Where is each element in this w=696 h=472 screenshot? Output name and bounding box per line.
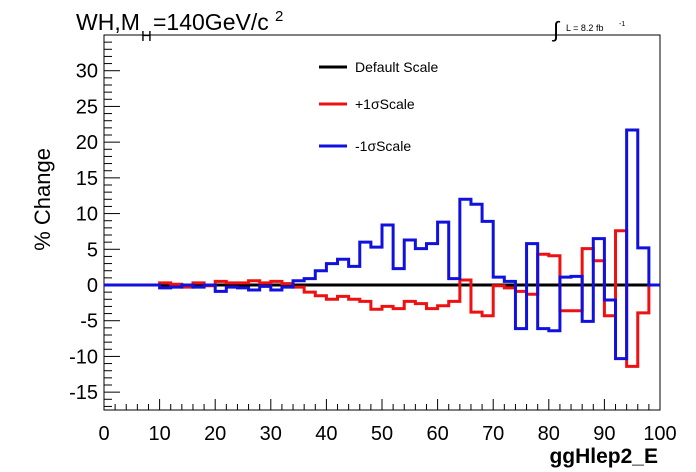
legend: Default Scale +1σScale -1σScale bbox=[319, 59, 438, 154]
title-superscript: 2 bbox=[275, 8, 283, 25]
x-axis: 0 10 20 30 40 50 60 70 80 90 100 bbox=[98, 399, 677, 445]
integral-symbol: ∫ bbox=[551, 17, 561, 42]
x-tick-label: 10 bbox=[148, 423, 170, 445]
x-axis-label: ggHlep2_E bbox=[549, 445, 658, 468]
x-tick-label: 90 bbox=[593, 423, 615, 445]
legend-label: +1σScale bbox=[355, 96, 415, 112]
series-line-minus-1sigma-scale bbox=[104, 128, 660, 361]
luminosity-exponent: -1 bbox=[619, 21, 625, 28]
x-tick-label: 40 bbox=[315, 423, 337, 445]
y-tick-label: 15 bbox=[76, 168, 98, 190]
x-tick-label: 50 bbox=[371, 423, 393, 445]
x-tick-label: 70 bbox=[482, 423, 504, 445]
legend-label: Default Scale bbox=[355, 59, 438, 75]
x-tick-label: 100 bbox=[643, 423, 676, 445]
legend-item: -1σScale bbox=[319, 138, 411, 154]
x-tick-label: 30 bbox=[260, 423, 282, 445]
x-tick-label: 20 bbox=[204, 423, 226, 445]
y-tick-label: 30 bbox=[76, 61, 98, 83]
series-layer bbox=[104, 128, 660, 368]
title-subscript: H bbox=[141, 28, 152, 45]
title-rest: =140GeV/c bbox=[153, 9, 269, 35]
y-tick-label: 20 bbox=[76, 132, 98, 154]
x-tick-label: 80 bbox=[538, 423, 560, 445]
x-tick-label: 0 bbox=[98, 423, 109, 445]
luminosity-label: ∫ L = 8.2 fb -1 bbox=[551, 17, 625, 42]
title-main: WH,M bbox=[76, 9, 140, 35]
y-axis-label: % Change bbox=[30, 148, 55, 251]
y-tick-label: 5 bbox=[87, 239, 98, 261]
luminosity-text: L = 8.2 fb bbox=[566, 23, 603, 33]
y-tick-label: 0 bbox=[87, 275, 98, 297]
y-tick-label: 25 bbox=[76, 96, 98, 118]
legend-item: +1σScale bbox=[319, 96, 415, 112]
y-tick-label: 10 bbox=[76, 204, 98, 226]
y-tick-label: -5 bbox=[80, 311, 98, 333]
y-tick-label: -15 bbox=[69, 382, 98, 404]
x-tick-label: 60 bbox=[426, 423, 448, 445]
y-axis: -15 -10 -5 0 5 10 15 20 25 30 bbox=[69, 34, 120, 407]
legend-item: Default Scale bbox=[319, 59, 438, 75]
chart-title: WH,M H =140GeV/c 2 bbox=[76, 8, 283, 45]
legend-label: -1σScale bbox=[355, 138, 411, 154]
y-tick-label: -10 bbox=[69, 346, 98, 368]
